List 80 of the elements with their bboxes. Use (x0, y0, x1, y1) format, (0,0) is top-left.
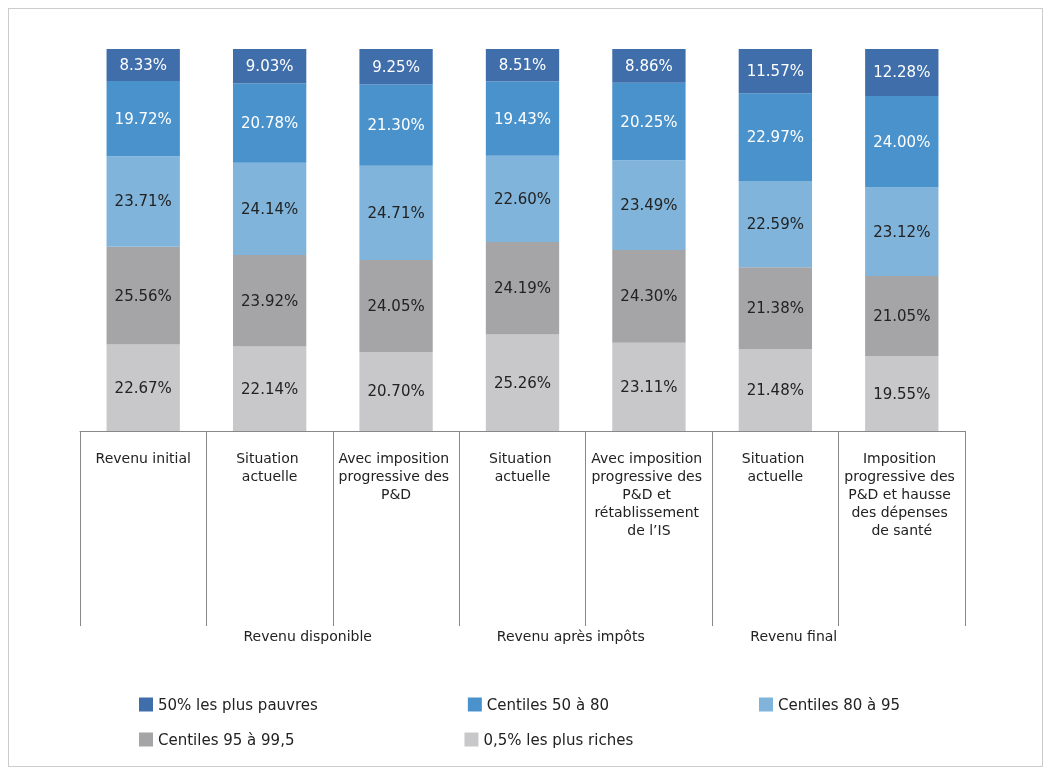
legend-label: Centiles 95 à 99,5 (158, 730, 295, 749)
data-label: 8.51% (498, 56, 547, 75)
bar (612, 249, 686, 343)
bar (232, 83, 307, 163)
data-label: 21.30% (367, 116, 425, 135)
data-label: 24.14% (241, 199, 299, 218)
x-tick-label: Avec imposition progressive des P&D et rétablissement de l’IS (591, 450, 707, 538)
data-label: 12.28% (873, 63, 931, 82)
bar (359, 84, 433, 166)
bar (106, 156, 180, 247)
data-label: 24.71% (367, 203, 425, 222)
data-label: 20.70% (367, 382, 425, 401)
bar (738, 348, 813, 431)
bar (359, 260, 433, 352)
data-label: 11.57% (746, 62, 804, 81)
data-label: 9.03% (245, 57, 294, 76)
bar (485, 155, 560, 243)
bar (106, 80, 180, 157)
data-label: 22.59% (746, 215, 804, 234)
data-label: 23.11% (620, 377, 678, 396)
data-label: 24.05% (367, 297, 425, 315)
data-label: 23.71% (114, 192, 172, 211)
text: Revenu disponible (243, 628, 372, 644)
bar (232, 162, 307, 256)
x-tick-label: Situation actuelle (489, 450, 556, 484)
bar (738, 181, 813, 268)
data-label: 23.12% (873, 222, 931, 241)
bar (612, 160, 686, 250)
data-label: 19.72% (114, 109, 172, 128)
data-label: 19.43% (493, 109, 552, 128)
bar (738, 93, 813, 182)
data-label: 23.49% (620, 196, 678, 215)
bar (865, 275, 939, 357)
data-label: 25.26% (493, 373, 552, 392)
data-label: 24.19% (493, 279, 552, 298)
data-label: 21.05% (873, 307, 931, 326)
x-tick-label: Imposition progressive des P&D et hausse des dépenses de santé (844, 450, 960, 538)
data-label: 8.86% (625, 56, 673, 75)
x-tick-label: Avec imposition progressive des P&D (338, 450, 454, 502)
data-label: 22.60% (493, 189, 552, 208)
data-label: 22.14% (241, 379, 299, 398)
bar (865, 49, 939, 96)
data-label: 21.38% (746, 299, 804, 318)
data-label: 20.78% (241, 114, 299, 133)
bar (232, 346, 307, 431)
bar (359, 351, 433, 431)
bar (738, 49, 813, 94)
data-label: 8.33% (119, 55, 168, 74)
bar (106, 246, 180, 345)
text: Revenu final (750, 628, 838, 644)
data-label: 22.67% (114, 378, 172, 397)
bar (106, 344, 180, 431)
bar (232, 255, 307, 347)
legend-label: Centiles 50 à 80 (486, 695, 609, 714)
data-label: 22.97% (746, 128, 804, 147)
x-tick-label: Revenu initial (95, 450, 191, 466)
x-tick-label: Situation actuelle (741, 450, 809, 484)
data-label: 19.55% (873, 384, 931, 403)
legend-label: Centiles 80 à 95 (777, 695, 901, 714)
x-tick-label: Situation actuelle (236, 450, 304, 484)
bar (485, 242, 560, 335)
legend-label: 50% les plus pauvres (158, 695, 319, 714)
data-label: 9.25% (372, 57, 420, 76)
bar (359, 165, 433, 261)
bar (612, 82, 686, 161)
data-label: 24.30% (620, 287, 678, 306)
bar (485, 334, 560, 431)
bar (865, 356, 939, 431)
bar (738, 267, 813, 349)
data-label: 23.92% (241, 291, 299, 310)
data-label: 20.25% (620, 112, 678, 131)
bar (865, 187, 939, 276)
bar (612, 342, 686, 431)
bar (865, 95, 939, 188)
data-label: 24.00% (873, 132, 931, 151)
data-label: 25.56% (114, 286, 172, 305)
bar (485, 81, 560, 156)
text: Revenu après impôts (496, 628, 645, 644)
legend-label: 0,5% les plus riches (483, 730, 634, 749)
data-label: 21.48% (746, 380, 804, 399)
